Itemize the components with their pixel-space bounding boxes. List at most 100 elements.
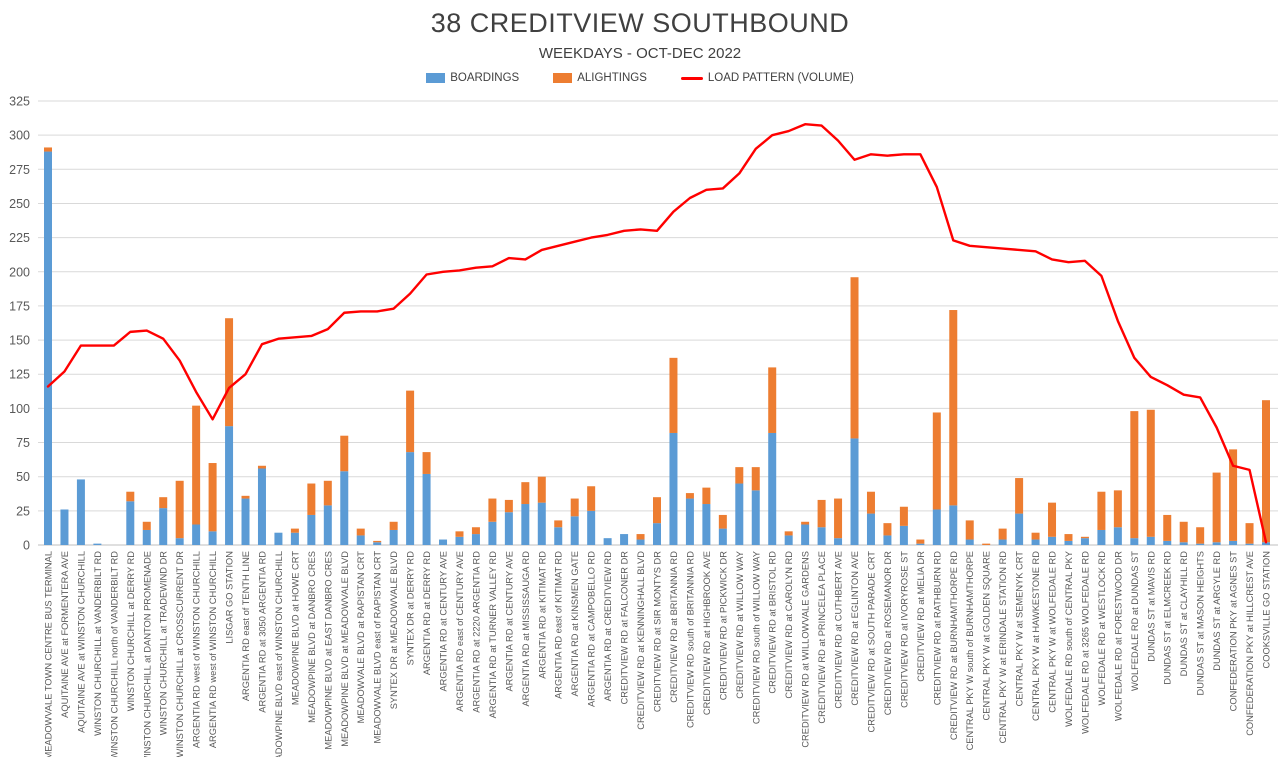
bar-alightings — [1196, 527, 1205, 544]
bar-boardings — [406, 452, 415, 545]
y-tick-label: 0 — [23, 539, 30, 553]
bar-boardings — [916, 543, 925, 545]
x-category-label: MEADOWPINE BLVD at HOWE CRT — [290, 551, 300, 705]
bar-boardings — [570, 516, 579, 545]
bar-boardings — [323, 505, 332, 545]
x-category-label: CREDITVIEW RD at RATHBURN RD — [932, 551, 942, 706]
bar-alightings — [653, 497, 661, 524]
bar-alightings — [718, 514, 727, 529]
y-tick-label: 150 — [9, 334, 30, 348]
bar-boardings — [521, 504, 530, 545]
x-category-label: DUNDAS ST at ELMCREEK RD — [1163, 551, 1173, 685]
x-category-label: CREDITVIEW RD at WILLOWVALE GARDENS — [801, 551, 811, 748]
chart-subtitle: WEEKDAYS - OCT-DEC 2022 — [538, 45, 742, 62]
bar-boardings — [356, 535, 365, 545]
bar-alightings — [735, 467, 744, 484]
x-category-label: DUNDAS ST at MASON HEIGHTS — [1196, 551, 1206, 695]
bar-alightings — [44, 147, 52, 152]
bar-boardings — [1031, 539, 1040, 545]
bar-boardings — [998, 539, 1007, 545]
bar-alightings — [389, 521, 398, 530]
bar-alightings — [373, 540, 382, 543]
x-category-label: CREDITVIEW RD at PRINCELEA PLACE — [817, 551, 827, 724]
bar-boardings — [784, 535, 793, 545]
bar-alightings — [1064, 534, 1073, 541]
bar-alightings — [471, 527, 480, 535]
bar-alightings — [1179, 521, 1188, 543]
x-category-label: CREDITVIEW RD at ROSEMANOR DR — [883, 551, 893, 716]
bar-alightings — [1097, 491, 1106, 530]
alightings-swatch-icon — [553, 73, 573, 83]
x-category-label: MEADOWPINE BLVD east of WINSTON CHURCHIL… — [274, 551, 284, 757]
bar-alightings — [949, 310, 958, 506]
x-category-label: ARGENTIA RD west of WINSTON CHURCHILL — [208, 551, 218, 748]
bar-boardings — [817, 527, 826, 545]
x-category-label: WINSTON CHURCHILL at DERRY RD — [126, 551, 136, 712]
bar-alightings — [965, 520, 974, 540]
x-category-label: ARGENTIA RD at KINSMEN GATE — [570, 551, 580, 697]
x-category-label: MEADOWPINE BLVD at DANBRO CRES — [307, 551, 317, 723]
y-tick-label: 50 — [16, 470, 30, 484]
bar-boardings — [455, 536, 464, 545]
bar-boardings — [159, 508, 168, 545]
bar-alightings — [406, 390, 415, 453]
x-category-label: COOKSVILLE GO STATION — [1262, 551, 1272, 668]
bar-boardings — [620, 534, 629, 545]
x-category-label: CREDITVIEW RD at BRITANNIA RD — [669, 551, 679, 703]
bar-boardings — [1048, 536, 1057, 545]
bar-boardings — [1130, 538, 1139, 545]
x-category-label: ARGENTIA RD east of TENTH LINE — [241, 551, 251, 701]
bar-alightings — [916, 539, 925, 544]
bar-alightings — [587, 486, 596, 511]
bar-boardings — [504, 512, 513, 545]
x-category-label: MEADOWVALE BLVD at RAPISTAN CRT — [356, 551, 366, 724]
bar-boardings — [899, 525, 908, 545]
bar-boardings — [965, 539, 974, 545]
bar-alightings — [455, 531, 464, 537]
x-category-label: CREDITVIEW RD south of BRITANNIA RD — [685, 551, 695, 728]
x-category-label: ARGENTIA RD at CREDITVIEW RD — [603, 551, 613, 702]
bar-boardings — [850, 438, 859, 545]
x-category-label: AQUITAINE AVE at FORMENTERA AVE — [60, 551, 70, 718]
x-category-label: AQUITAINE AVE at WINSTON CHURCHILL — [76, 551, 86, 733]
bar-alightings — [932, 412, 941, 510]
bar-alightings — [817, 499, 826, 528]
x-category-label: WINSTON CHURCHILL north of VANDERBILT RD — [109, 551, 119, 757]
x-category-label: WINSTON CHURCHILL at TRADEWIND DR — [159, 551, 169, 736]
bar-boardings — [274, 532, 283, 545]
legend-item-load-pattern: LOAD PATTERN (VOLUME) — [680, 72, 854, 84]
chart-header: 38 CREDITVIEW SOUTHBOUND WEEKDAYS - OCT-… — [0, 8, 1280, 84]
x-category-label: CREDITVIEW RD at HIGHBROOK AVE — [702, 551, 712, 715]
chart-title: 38 CREDITVIEW SOUTHBOUND — [430, 8, 850, 38]
load-pattern-line-icon — [680, 76, 703, 80]
x-category-label: ARGENTIA RD at CENTURY AVE — [504, 551, 514, 692]
x-category-label: WINSTON CHURCHILL at VANDERBILT RD — [93, 551, 103, 736]
x-category-label: ARGENTIA RD at CENTURY AVE — [439, 551, 449, 692]
x-category-label: ARGENTIA RD at 3050 ARGENTIA RD — [257, 551, 267, 713]
bar-boardings — [225, 426, 234, 545]
bar-boardings — [834, 538, 843, 545]
x-category-label: MEADOWVALE BLVD east of RAPISTAN CRT — [373, 551, 383, 744]
bar-boardings — [1097, 529, 1106, 545]
bar-boardings — [1262, 542, 1270, 545]
bar-alightings — [1245, 523, 1254, 544]
x-category-label: CREDITVIEW RD south of WILLOW WAY — [751, 551, 761, 724]
x-category-label: CREDITVIEW RD at WILLOW WAY — [735, 551, 745, 699]
bar-alightings — [1262, 400, 1270, 543]
x-category-label: ARGENTIA RD at TURNER VALLEY RD — [488, 551, 498, 719]
x-category-label: MEADOWPINE BLVD at EAST DANBRO CRES — [323, 551, 333, 750]
bar-boardings — [1064, 540, 1073, 545]
bar-boardings — [751, 490, 760, 545]
bar-alightings — [685, 493, 694, 499]
bar-boardings — [1196, 543, 1205, 545]
x-category-label: CREDITVIEW RD at CUTHBERT AVE — [834, 551, 844, 709]
bar-boardings — [76, 479, 85, 545]
legend-label-alightings: ALIGHTINGS — [577, 72, 647, 84]
bar-alightings — [521, 482, 530, 505]
bar-alightings — [1048, 502, 1057, 537]
bar-boardings — [1212, 542, 1221, 545]
bar-alightings — [1229, 449, 1238, 541]
x-category-label: DUNDAS ST at MAVIS RD — [1146, 551, 1156, 662]
x-category-label: ARGENTIA RD at 2220 ARGENTIA RD — [471, 551, 481, 713]
